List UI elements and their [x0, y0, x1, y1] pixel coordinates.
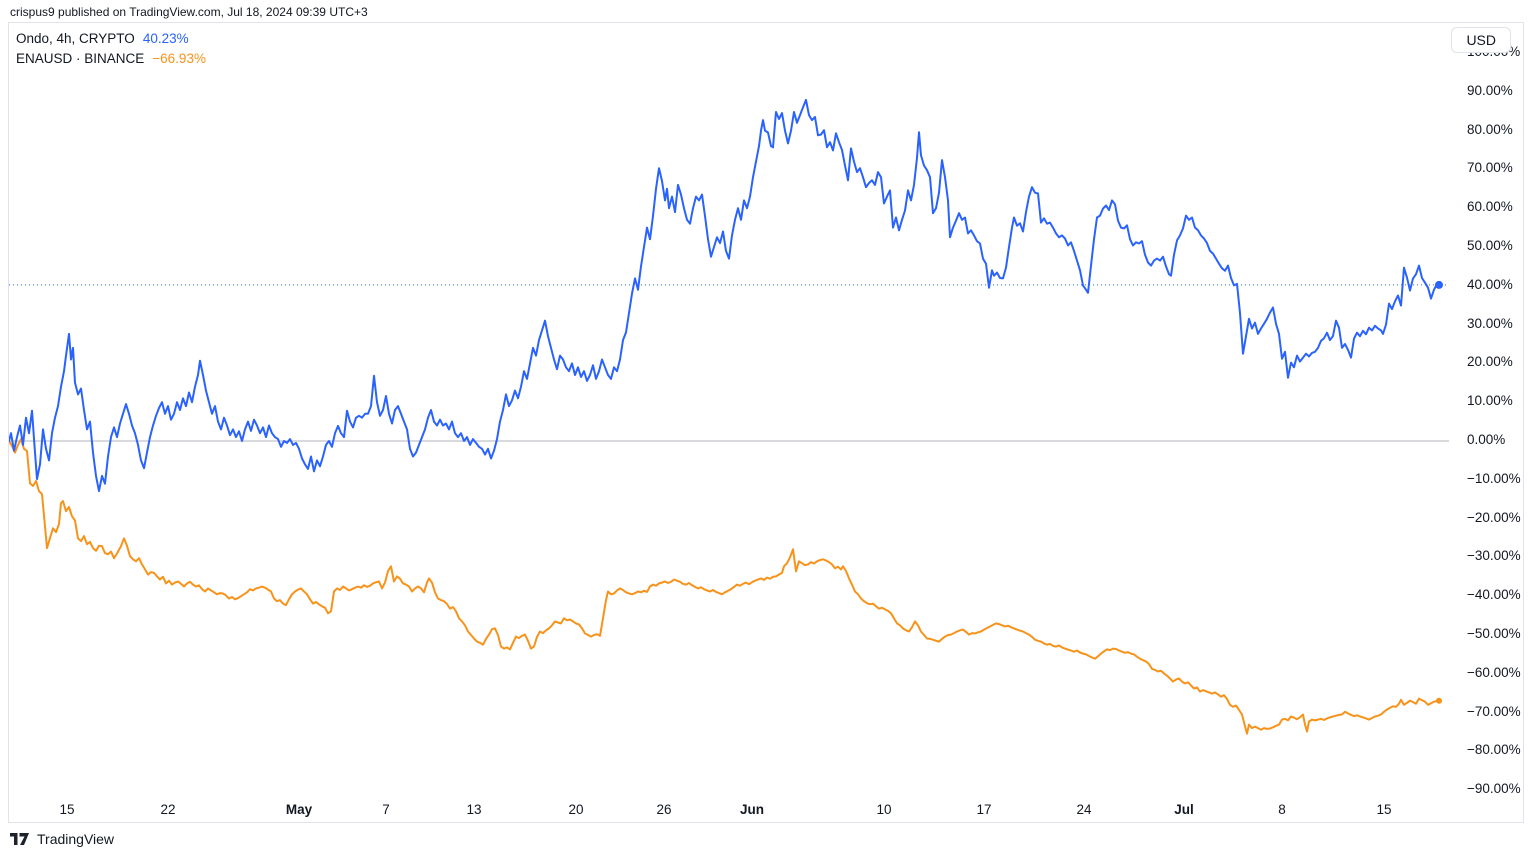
- y-axis-label: −50.00%: [1467, 626, 1521, 641]
- legend-row-enausd[interactable]: ENAUSD · BINANCE −66.93%: [16, 49, 206, 69]
- y-axis-label: 10.00%: [1467, 393, 1513, 409]
- y-axis-label: 50.00%: [1467, 238, 1513, 253]
- y-axis-label: 90.00%: [1467, 82, 1513, 98]
- y-axis-label: −20.00%: [1467, 509, 1521, 525]
- y-axis-label: 40.00%: [1467, 276, 1513, 292]
- ondo-series-line: [9, 98, 1440, 493]
- y-axis-label: 0.00%: [1467, 432, 1506, 447]
- chart-canvas[interactable]: [9, 23, 1523, 822]
- y-axis-label: 60.00%: [1467, 199, 1513, 215]
- x-axis-label: 8: [1278, 802, 1286, 817]
- chart-card: Ondo, 4h, CRYPTO 40.23% ENAUSD · BINANCE…: [8, 22, 1524, 823]
- enausd-series-line: [9, 438, 1440, 735]
- y-axis-label: −70.00%: [1467, 703, 1521, 719]
- tradingview-wordmark: TradingView: [37, 831, 115, 847]
- attribution-text: crispus9 published on TradingView.com, J…: [10, 5, 368, 19]
- price-scale[interactable]: 100.00%90.00%80.00%70.00%60.00%50.00%40.…: [1457, 23, 1523, 796]
- legend-row-ondo[interactable]: Ondo, 4h, CRYPTO 40.23%: [16, 29, 206, 49]
- tradingview-logo[interactable]: TradingView: [10, 831, 114, 847]
- enausd-change-value: −66.93%: [152, 51, 206, 66]
- x-axis-label: 10: [876, 802, 892, 817]
- y-axis-label: −90.00%: [1467, 781, 1521, 797]
- y-axis-label: 70.00%: [1467, 160, 1513, 176]
- x-axis-label: 26: [656, 802, 672, 817]
- x-axis-label: 17: [976, 802, 992, 817]
- enausd-series-label: ENAUSD · BINANCE: [16, 51, 145, 66]
- time-scale[interactable]: 15 22 May 7 13 20 26 Jun 10 17 24 Jul 8 15: [9, 796, 1449, 822]
- x-axis-label: May: [285, 802, 313, 817]
- x-axis-label: 15: [59, 802, 75, 817]
- tradingview-icon: [10, 833, 29, 845]
- x-axis-label: 7: [382, 802, 390, 817]
- x-axis-label: 22: [160, 802, 176, 817]
- x-axis-label: 13: [466, 802, 482, 817]
- x-axis-label: 24: [1076, 802, 1092, 817]
- y-axis-label: −40.00%: [1467, 587, 1521, 603]
- y-axis-label: −10.00%: [1467, 470, 1521, 486]
- x-axis-label: Jul: [1174, 802, 1194, 817]
- legend: Ondo, 4h, CRYPTO 40.23% ENAUSD · BINANCE…: [16, 29, 206, 69]
- ondo-last-price-dot: [1435, 280, 1443, 289]
- y-axis-label: −30.00%: [1467, 548, 1521, 564]
- currency-usd-button[interactable]: USD: [1451, 27, 1511, 53]
- x-axis-label: 15: [1376, 802, 1392, 817]
- y-axis-label: −60.00%: [1467, 664, 1521, 680]
- y-axis-label: 30.00%: [1467, 315, 1513, 331]
- enausd-last-price-dot: [1436, 697, 1442, 704]
- x-axis-label: Jun: [739, 802, 765, 817]
- x-axis-label: 20: [568, 802, 584, 817]
- y-axis-label: 20.00%: [1467, 354, 1513, 370]
- ondo-series-label: Ondo, 4h, CRYPTO: [16, 31, 135, 46]
- ondo-change-value: 40.23%: [142, 31, 189, 46]
- y-axis-label: 80.00%: [1467, 121, 1513, 137]
- y-axis-label: −80.00%: [1467, 742, 1521, 758]
